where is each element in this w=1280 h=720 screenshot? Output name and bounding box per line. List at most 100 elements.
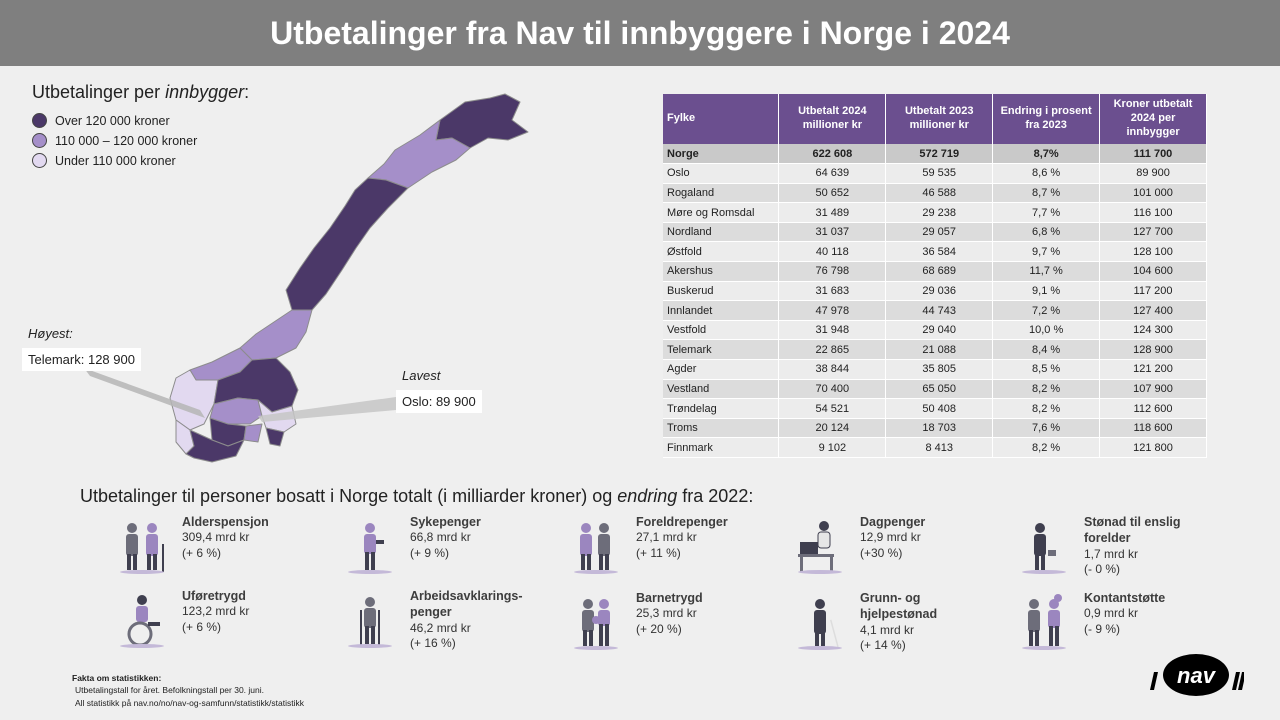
table-cell: 35 805 [885,359,994,380]
table-cell: 118 600 [1099,418,1207,439]
table-row: Telemark 22 865 21 088 8,4 % 128 900 [663,339,1207,361]
table-cell: 9 102 [778,437,887,458]
page-title: Utbetalinger fra Nav til innbyggere i No… [270,14,1010,51]
facts-line-2: All statistikk på nav.no/no/nav-og-samfu… [75,697,304,708]
benefit-item: Kontantstøtte 0,9 mrd kr (- 9 %) [1014,590,1165,650]
facts-line-1: Utbetalingstall for året. Befolkningstal… [75,685,264,696]
benefit-name: Alderspensjon [182,515,269,529]
table-cell: 622 608 [778,144,887,165]
parent-child-play-icon [1022,594,1066,650]
table-cell: 8 413 [885,437,994,458]
benefit-name: Dagpenger [860,515,926,529]
table-cell: 40 118 [778,241,887,263]
benefit-item: Arbeidsavklarings- penger 46,2 mrd kr (+ 1… [340,588,523,652]
family-children-icon [574,599,618,650]
table-cell: 7,7 % [992,202,1101,223]
benefit-item: Uføretrygd 123,2 mrd kr (+ 6 %) [112,588,249,648]
single-parent-icon [1022,523,1066,574]
county-table: Fylke Utbetalt 2024 millioner kr Utbetal… [663,94,1207,458]
table-cell: 111 700 [1099,144,1207,165]
map-region-vestland [169,369,219,431]
table-cell: 7,2 % [992,300,1101,321]
benefit-item: Stønad til enslig forelder 1,7 mrd kr (- 0… [1014,514,1181,578]
table-cell: 8,6 % [992,163,1101,184]
table-cell: Vestland [663,379,780,400]
legend-label-low: Under 110 000 kroner [55,153,176,168]
table-cell: 18 703 [885,418,994,439]
table-row: Troms 20 124 18 703 7,6 % 118 600 [663,418,1207,439]
table-cell: 11,7 % [992,261,1101,282]
section-title-suffix: fra 2022: [677,486,754,506]
table-cell: 8,2 % [992,379,1101,400]
callout-lowest-label: Lavest [402,368,441,383]
table-row: Vestland 70 400 65 050 8,2 % 107 900 [663,379,1207,400]
benefit-change: (+ 16 %) [410,636,456,651]
table-cell: 9,7 % [992,241,1101,263]
benefit-name: Arbeidsavklarings- penger [410,589,523,620]
table-cell: 8,7 % [992,183,1101,204]
title-banner: Utbetalinger fra Nav til innbyggere i No… [0,0,1280,66]
benefit-change: (- 0 %) [1084,562,1120,577]
benefit-change: (+ 14 %) [860,638,906,653]
nav-logo-icon: nav [1150,654,1244,696]
section-title-emph: endring [617,486,678,506]
benefit-text: Alderspensjon 309,4 mrd kr (+ 6 %) [182,514,269,561]
table-cell: Buskerud [663,281,780,302]
table-cell: 10,0 % [992,320,1101,341]
benefit-amount: 0,9 mrd kr [1084,606,1139,621]
benefit-item: Barnetrygd 25,3 mrd kr (+ 20 %) [566,590,703,650]
table-cell: 572 719 [885,144,994,165]
legend-item-mid: 110 000 – 120 000 kroner [32,133,249,148]
table-cell: 8,7% [992,144,1101,165]
table-cell: 70 400 [778,379,887,400]
benefit-name: Foreldrepenger [636,515,728,529]
table-cell: 65 050 [885,379,994,400]
table-cell: Norge [663,144,780,165]
benefit-change: (- 9 %) [1084,621,1120,636]
map-region-agder [185,429,245,463]
table-cell: 121 800 [1099,437,1207,458]
table-header-row: Fylke Utbetalt 2024 millioner kr Utbetal… [663,94,1207,144]
crutches-person-icon [348,597,392,648]
legend-item-high: Over 120 000 kroner [32,113,249,128]
logo-text: nav [1177,663,1217,688]
map-region-vestfold [243,423,263,443]
benefit-item: Dagpenger 12,9 mrd kr (+30 %) [790,514,925,574]
table-cell: 127 700 [1099,222,1207,243]
wheelchair-user-icon [120,595,164,648]
table-row: Møre og Romsdal 31 489 29 238 7,7 % 116 100 [663,202,1207,223]
table-cell: 8,2 % [992,437,1101,458]
elderly-couple-icon [120,523,164,574]
callout-highest-label: Høyest: [28,326,73,341]
table-cell: 29 036 [885,281,994,302]
table-row: Buskerud 31 683 29 036 9,1 % 117 200 [663,281,1207,302]
benefit-amount: 4,1 mrd kr [860,622,915,637]
legend-title-suffix: : [244,82,250,102]
table-cell: 127 400 [1099,300,1207,321]
benefit-amount: 46,2 mrd kr [410,620,471,635]
table-cell: 29 040 [885,320,994,341]
table-row: Akershus 76 798 68 689 11,7 % 104 600 [663,261,1207,282]
legend-dot-mid [32,133,47,148]
blind-person-icon [798,599,842,650]
benefit-text: Arbeidsavklarings- penger 46,2 mrd kr (+ 1… [410,588,523,652]
benefit-item: Sykepenger 66,8 mrd kr (+ 9 %) [340,514,481,574]
benefit-amount: 12,9 mrd kr [860,530,921,545]
table-cell: 59 535 [885,163,994,184]
benefit-amount: 1,7 mrd kr [1084,546,1139,561]
benefit-text: Dagpenger 12,9 mrd kr (+30 %) [860,514,925,561]
table-cell: Agder [663,359,780,380]
table-row: Innlandet 47 978 44 743 7,2 % 127 400 [663,300,1207,321]
table-cell: Nordland [663,222,780,243]
callout-lowest-value: Oslo: 89 900 [396,390,482,413]
table-cell: 31 489 [778,202,887,223]
table-cell: 20 124 [778,418,887,439]
table-header-cell: Kroner utbetalt 2024 per innbygger [1099,94,1207,144]
table-cell: 29 057 [885,222,994,243]
benefit-text: Kontantstøtte 0,9 mrd kr (- 9 %) [1084,590,1165,637]
legend-dot-high [32,113,47,128]
table-cell: 104 600 [1099,261,1207,282]
benefit-text: Grunn- og hjelpestønad 4,1 mrd kr (+ 14 %) [860,590,937,654]
table-cell: 128 900 [1099,339,1207,361]
benefit-name: Grunn- og hjelpestønad [860,591,938,622]
